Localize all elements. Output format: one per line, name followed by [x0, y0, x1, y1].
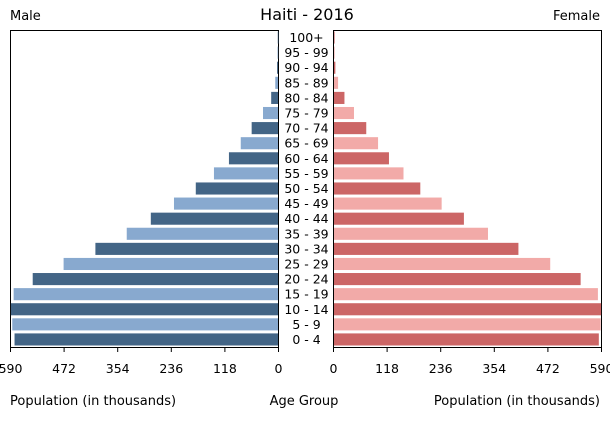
female-bar	[334, 257, 551, 271]
male-bar	[150, 212, 278, 225]
male-panel-frame	[10, 30, 279, 348]
male-bar	[251, 122, 278, 135]
male-tick-label: 0	[275, 361, 283, 376]
female-bar	[334, 273, 581, 286]
age-group-label: 45 - 49	[284, 196, 328, 211]
male-tick-label: 118	[213, 361, 237, 376]
age-group-label: 50 - 54	[284, 181, 328, 196]
age-group-label: 35 - 39	[284, 226, 328, 241]
male-bar	[173, 197, 278, 210]
male-bar	[263, 106, 278, 120]
axis-ticks: 0 0 118 118 236 236 354 354 472 472 590 590	[0, 347, 610, 376]
female-tick-label: 236	[429, 361, 453, 376]
male-bar	[277, 31, 279, 44]
male-bar	[275, 76, 278, 89]
female-bar	[334, 137, 379, 150]
age-group-label: 75 - 79	[284, 106, 328, 121]
age-group-label: 100+	[289, 30, 323, 45]
male-bar	[213, 167, 278, 180]
female-bar	[334, 152, 389, 165]
female-tick-label: 472	[536, 361, 560, 376]
male-bar	[195, 182, 278, 195]
female-bar	[334, 288, 598, 301]
age-group-label: 95 - 99	[284, 45, 328, 60]
age-group-label: 60 - 64	[284, 151, 328, 166]
age-group-label: 85 - 89	[284, 75, 328, 90]
male-bar	[271, 91, 278, 104]
female-panel	[333, 30, 602, 348]
age-group-label: 15 - 19	[284, 287, 328, 302]
male-bar	[277, 61, 278, 74]
age-group-label: 65 - 69	[284, 136, 328, 151]
female-bar	[334, 76, 339, 89]
male-bar	[126, 227, 278, 240]
female-header: Female	[553, 9, 600, 24]
age-group-label: 25 - 29	[284, 256, 328, 271]
age-group-label: 30 - 34	[284, 241, 328, 256]
age-group-label: 80 - 84	[284, 90, 328, 105]
male-header: Male	[10, 9, 41, 24]
female-bar	[334, 182, 421, 195]
male-bar	[32, 273, 278, 286]
female-bar	[334, 106, 354, 120]
age-group-label: 90 - 94	[284, 60, 328, 75]
female-bar	[334, 91, 345, 104]
male-bar	[14, 333, 279, 346]
male-bar	[277, 46, 279, 59]
female-bar	[334, 197, 442, 210]
female-bar	[334, 333, 599, 346]
female-bar	[334, 242, 519, 255]
age-group-label: 10 - 14	[284, 302, 328, 317]
male-bar	[10, 303, 278, 316]
male-bar	[63, 257, 278, 271]
female-bar	[334, 227, 488, 240]
female-panel-frame	[333, 30, 602, 348]
female-bar	[334, 46, 335, 59]
female-tick-label: 0	[330, 361, 338, 376]
male-tick-label: 590	[0, 361, 22, 376]
male-bar	[12, 318, 279, 331]
age-axis-label: Age Group	[270, 394, 339, 409]
female-tick-label: 590	[590, 361, 610, 376]
female-tick-label: 354	[482, 361, 506, 376]
male-axis-label: Population (in thousands)	[10, 394, 176, 409]
male-bar	[240, 137, 278, 150]
age-group-label: 55 - 59	[284, 166, 328, 181]
male-panel	[10, 30, 279, 348]
female-bar	[334, 318, 601, 331]
male-tick-label: 236	[159, 361, 183, 376]
male-bar	[13, 288, 278, 301]
female-tick-label: 118	[375, 361, 399, 376]
female-bar	[334, 212, 464, 225]
male-tick-label: 472	[52, 361, 76, 376]
female-bar	[334, 303, 602, 316]
female-axis-label: Population (in thousands)	[434, 394, 600, 409]
female-bar	[334, 122, 367, 135]
age-group-label: 5 - 9	[292, 317, 320, 332]
male-bar	[228, 152, 278, 165]
male-bar	[95, 242, 278, 255]
age-group-label: 40 - 44	[284, 211, 328, 226]
age-group-label: 20 - 24	[284, 272, 328, 287]
age-group-label: 0 - 4	[292, 332, 320, 347]
male-tick-label: 354	[106, 361, 130, 376]
female-bar	[334, 61, 336, 74]
female-bar	[334, 31, 335, 44]
chart-title: Haiti - 2016	[260, 5, 354, 24]
age-group-label: 70 - 74	[284, 121, 328, 136]
female-bar	[334, 167, 404, 180]
